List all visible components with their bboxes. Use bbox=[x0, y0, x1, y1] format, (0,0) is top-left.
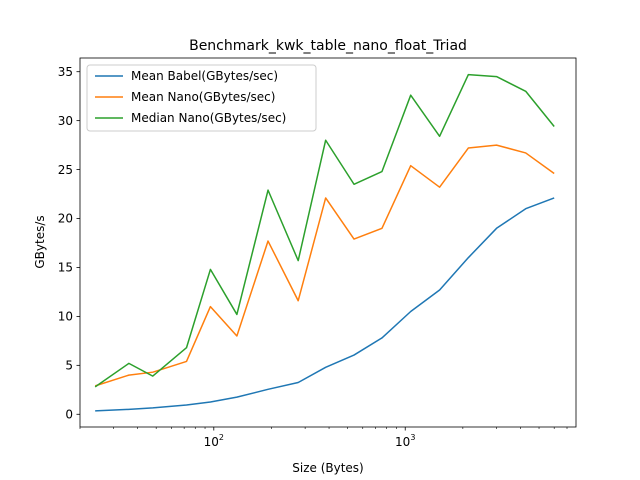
plot-frame bbox=[79, 57, 577, 428]
legend: Mean Babel(GBytes/sec) Mean Nano(GBytes/s… bbox=[86, 64, 317, 132]
x-axis-label: Size (Bytes) bbox=[292, 461, 363, 475]
y-tick-label: 25 bbox=[58, 163, 73, 177]
y-tick-label: 10 bbox=[58, 310, 73, 324]
y-tick-label: 30 bbox=[58, 114, 73, 128]
legend-label-0: Mean Babel(GBytes/sec) bbox=[131, 69, 278, 83]
series-line-0 bbox=[95, 197, 555, 412]
x-tick-label: 102 bbox=[204, 433, 224, 449]
chart-title: Benchmark_kwk_table_nano_float_Triad bbox=[189, 38, 467, 54]
legend-box bbox=[86, 64, 317, 132]
x-axis-ticks: 102 103 bbox=[79, 427, 568, 449]
y-tick-label: 20 bbox=[58, 212, 73, 226]
legend-label-1: Mean Nano(GBytes/sec) bbox=[131, 90, 275, 104]
y-tick-label: 0 bbox=[65, 407, 73, 421]
series-lines bbox=[94, 73, 555, 412]
series-line-1 bbox=[94, 144, 555, 387]
series-line-2 bbox=[94, 73, 555, 388]
y-axis-ticks: 0 5 10 15 20 25 30 35 bbox=[58, 65, 80, 421]
y-tick-label: 15 bbox=[58, 261, 73, 275]
legend-label-2: Median Nano(GBytes/sec) bbox=[131, 111, 286, 125]
y-axis-label: GBytes/s bbox=[33, 215, 47, 268]
y-tick-label: 5 bbox=[65, 359, 73, 373]
y-tick-label: 35 bbox=[58, 65, 73, 79]
x-tick-label: 103 bbox=[395, 433, 415, 449]
